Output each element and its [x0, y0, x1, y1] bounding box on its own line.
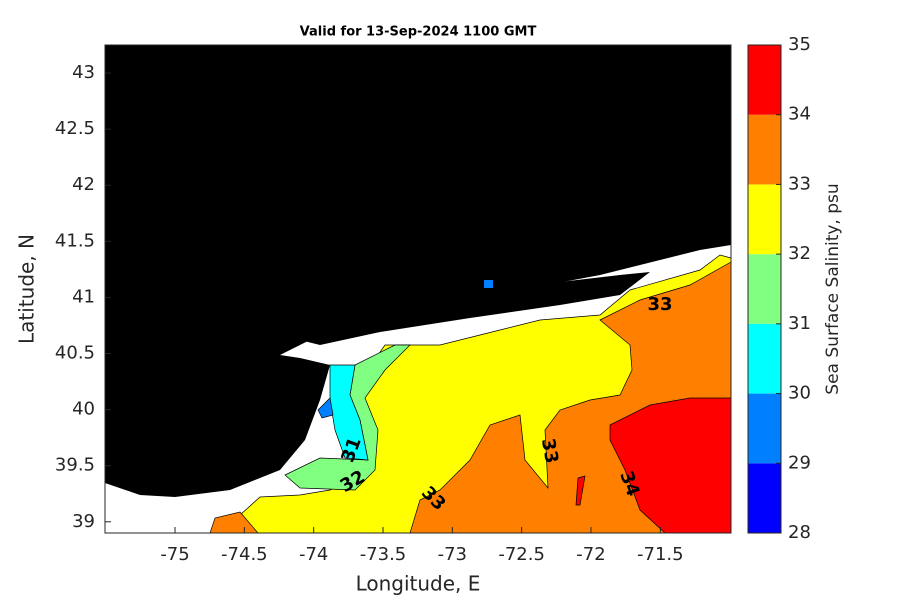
colorbar-tick-label: 33 — [788, 173, 811, 194]
salinity-region — [209, 511, 259, 533]
y-tick-label: 40.5 — [55, 343, 95, 364]
x-tick-label: -71.5 — [637, 544, 684, 565]
colorbar-tick-label: 31 — [788, 313, 811, 334]
contour-label: 33 — [647, 294, 672, 315]
y-tick-label: 42 — [72, 174, 95, 195]
x-tick-label: -73.5 — [360, 544, 407, 565]
colorbar-tick-label: 29 — [788, 452, 811, 473]
colorbar-tick-label: 35 — [788, 34, 811, 55]
salinity-region — [609, 397, 731, 533]
x-tick-label: -75 — [160, 544, 189, 565]
salinity-region — [317, 397, 334, 419]
colorbar-frame — [747, 44, 782, 534]
y-tick-label: 41 — [72, 286, 95, 307]
map-area: ks McCall 33 31 32 33 33 34 — [105, 45, 731, 533]
colorbar-tick-label: 28 — [788, 522, 811, 543]
contour-label: 33 — [537, 437, 562, 465]
annotation: ks McCall — [410, 282, 505, 303]
y-tick-label: 39.5 — [55, 455, 95, 476]
chart-title: Valid for 13-Sep-2024 1100 GMT — [300, 25, 537, 40]
colorbar-tick-label: 30 — [788, 383, 811, 404]
colorbar-band — [748, 254, 781, 324]
colorbar-band — [748, 393, 781, 464]
colorbar-tick-label: 34 — [788, 104, 811, 125]
colorbar-band — [748, 184, 781, 255]
x-axis-label: Longitude, E — [356, 572, 481, 596]
plot-frame — [104, 44, 732, 534]
y-axis-label: Latitude, N — [15, 234, 39, 344]
colorbar-band — [748, 463, 781, 533]
x-tick-label: -73 — [438, 544, 467, 565]
y-tick-label: 42.5 — [55, 118, 95, 139]
y-tick-label: 40 — [72, 399, 95, 420]
colorbar-band — [748, 323, 781, 394]
colorbar-label: Sea Surface Salinity, psu — [823, 183, 843, 394]
colorbar-tick-label: 32 — [788, 243, 811, 264]
x-tick-label: -74 — [299, 544, 328, 565]
x-tick-label: -74.5 — [221, 544, 268, 565]
y-tick-label: 41.5 — [55, 230, 95, 251]
x-tick-label: -72 — [576, 544, 605, 565]
station-marker — [484, 280, 493, 288]
y-tick-label: 43 — [72, 62, 95, 83]
long-island — [300, 272, 650, 345]
colorbar-band — [748, 114, 781, 185]
colorbar-band — [748, 45, 781, 115]
salinity-region — [575, 475, 586, 506]
x-tick-label: -72.5 — [498, 544, 545, 565]
y-tick-label: 39 — [72, 511, 95, 532]
